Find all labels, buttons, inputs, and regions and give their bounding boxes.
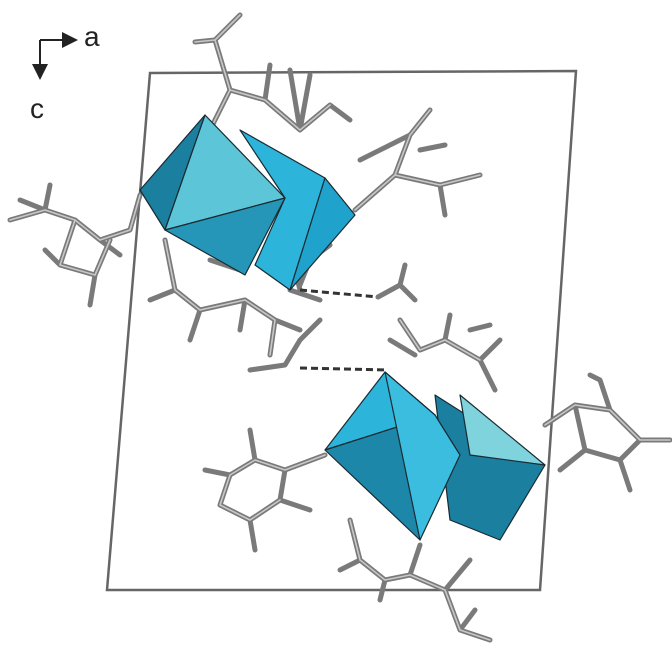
octahedron-face [164,197,286,276]
octahedron-face [384,371,461,541]
h-bond [299,288,379,299]
h-bond [299,366,389,372]
octahedra-lower [324,371,546,541]
octahedron-face [289,177,356,291]
axis-label-c: c [30,93,44,124]
hydrogen-bonds [299,288,389,372]
octahedra-upper [139,114,356,291]
octahedron-face [459,394,546,466]
axis-indicator: a c [30,21,100,124]
unit-cell [105,69,578,592]
axis-label-a: a [84,21,100,52]
octahedron-face [239,129,326,291]
ligands-upper [7,12,483,373]
